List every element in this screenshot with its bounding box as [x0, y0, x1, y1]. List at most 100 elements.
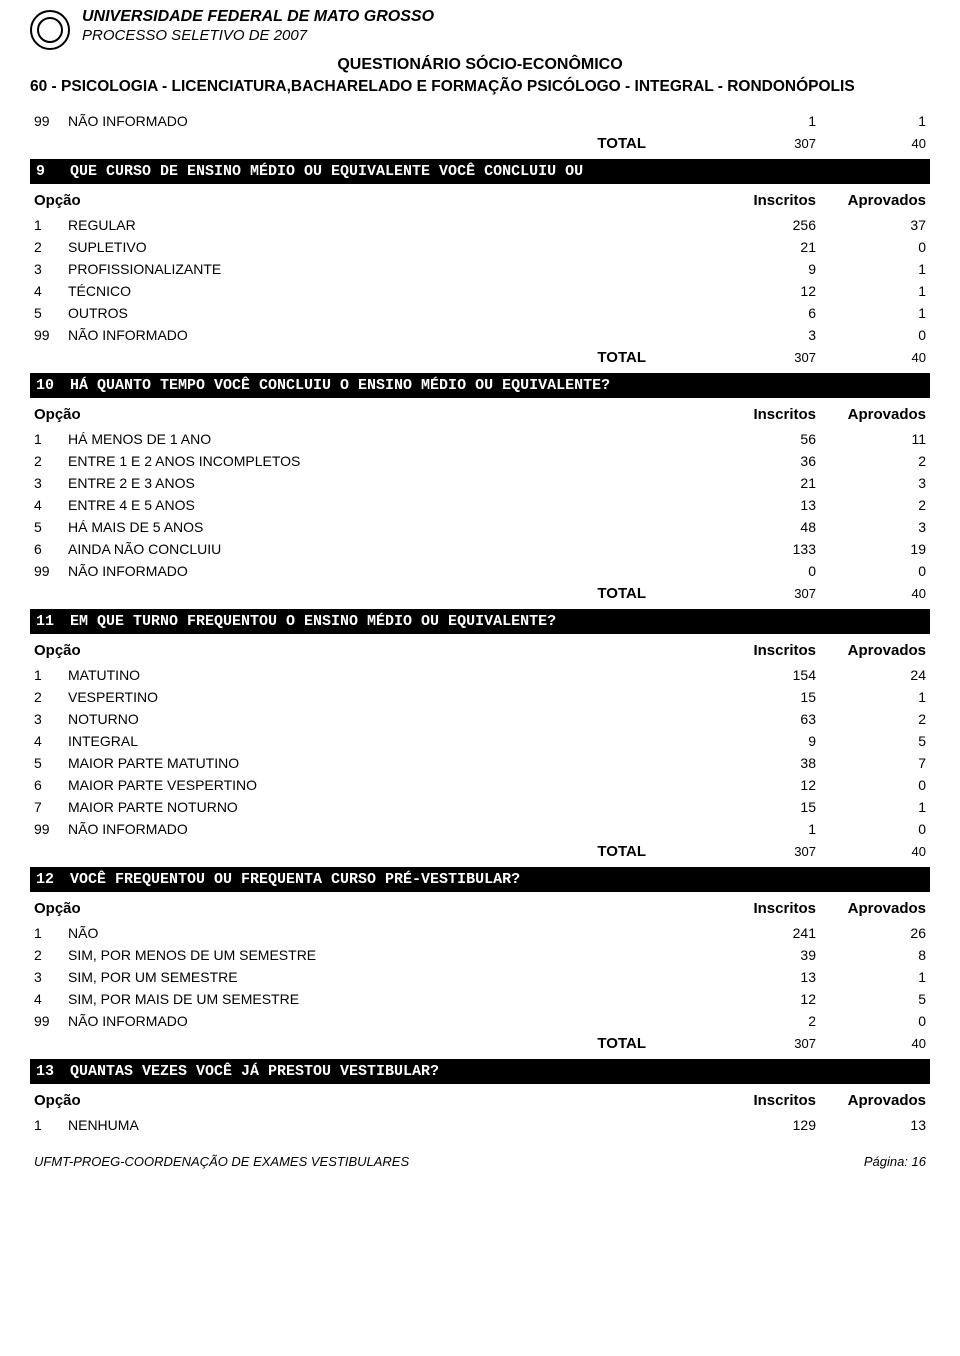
row-label: SIM, POR MENOS DE UM SEMESTRE: [68, 947, 706, 963]
row-label: MAIOR PARTE VESPERTINO: [68, 777, 706, 793]
row-aprovados: 0: [816, 1013, 926, 1029]
row-aprovados: 1: [816, 261, 926, 277]
row-aprovados: 7: [816, 755, 926, 771]
university-name: UNIVERSIDADE FEDERAL DE MATO GROSSO: [82, 8, 930, 26]
row-inscritos: 0: [706, 563, 816, 579]
column-header-row: OpçãoInscritosAprovados: [30, 640, 930, 664]
question-text: QUE CURSO DE ENSINO MÉDIO OU EQUIVALENTE…: [70, 163, 924, 180]
row-inscritos: 21: [706, 239, 816, 255]
table-row: 5HÁ MAIS DE 5 ANOS483: [30, 516, 930, 538]
row-code: 99: [34, 113, 68, 129]
row-code: 2: [34, 239, 68, 255]
table-row: 99NÃO INFORMADO30: [30, 324, 930, 346]
row-aprovados: 8: [816, 947, 926, 963]
row-label: NÃO: [68, 925, 706, 941]
row-label: SIM, POR UM SEMESTRE: [68, 969, 706, 985]
question-text: VOCÊ FREQUENTOU OU FREQUENTA CURSO PRÉ-V…: [70, 871, 924, 888]
table-row: 4TÉCNICO121: [30, 280, 930, 302]
col-header-aprovados: Aprovados: [816, 1092, 926, 1109]
row-inscritos: 1: [706, 113, 816, 129]
table-row: 2ENTRE 1 E 2 ANOS INCOMPLETOS362: [30, 450, 930, 472]
row-inscritos: 13: [706, 969, 816, 985]
col-header-inscritos: Inscritos: [706, 192, 816, 209]
table-row: 1HÁ MENOS DE 1 ANO5611: [30, 428, 930, 450]
question-number: 13: [36, 1063, 70, 1080]
total-row: TOTAL30740: [30, 132, 930, 155]
row-inscritos: 154: [706, 667, 816, 683]
row-label: NOTURNO: [68, 711, 706, 727]
table-row: 1MATUTINO15424: [30, 664, 930, 686]
row-aprovados: 1: [816, 283, 926, 299]
row-aprovados: 0: [816, 563, 926, 579]
col-header-option: Opção: [34, 406, 68, 423]
row-aprovados: 37: [816, 217, 926, 233]
page-footer: UFMT-PROEG-COORDENAÇÃO DE EXAMES VESTIBU…: [30, 1154, 930, 1169]
table-row: 1NÃO24126: [30, 922, 930, 944]
row-aprovados: 1: [816, 799, 926, 815]
table-row: 2SIM, POR MENOS DE UM SEMESTRE398: [30, 944, 930, 966]
row-code: 99: [34, 821, 68, 837]
col-header-inscritos: Inscritos: [706, 1092, 816, 1109]
table-row: 99NÃO INFORMADO10: [30, 818, 930, 840]
row-inscritos: 21: [706, 475, 816, 491]
row-code: 6: [34, 541, 68, 557]
total-inscritos: 307: [706, 586, 816, 601]
column-header-row: OpçãoInscritosAprovados: [30, 404, 930, 428]
row-code: 5: [34, 305, 68, 321]
table-row: 3PROFISSIONALIZANTE91: [30, 258, 930, 280]
row-code: 1: [34, 217, 68, 233]
row-inscritos: 3: [706, 327, 816, 343]
total-inscritos: 307: [706, 844, 816, 859]
question-text: QUANTAS VEZES VOCÊ JÁ PRESTOU VESTIBULAR…: [70, 1063, 924, 1080]
row-inscritos: 133: [706, 541, 816, 557]
row-code: 99: [34, 1013, 68, 1029]
total-row: TOTAL30740: [30, 840, 930, 863]
university-logo-icon: [30, 10, 70, 50]
total-label: TOTAL: [34, 349, 706, 366]
row-inscritos: 6: [706, 305, 816, 321]
row-label: NÃO INFORMADO: [68, 113, 706, 129]
row-aprovados: 5: [816, 991, 926, 1007]
col-header-inscritos: Inscritos: [706, 900, 816, 917]
table-row: 6MAIOR PARTE VESPERTINO120: [30, 774, 930, 796]
table-row: 4SIM, POR MAIS DE UM SEMESTRE125: [30, 988, 930, 1010]
row-code: 3: [34, 969, 68, 985]
footer-right: Página: 16: [864, 1154, 926, 1169]
row-aprovados: 1: [816, 113, 926, 129]
row-inscritos: 56: [706, 431, 816, 447]
col-header-aprovados: Aprovados: [816, 192, 926, 209]
row-label: ENTRE 2 E 3 ANOS: [68, 475, 706, 491]
row-inscritos: 9: [706, 261, 816, 277]
row-inscritos: 2: [706, 1013, 816, 1029]
row-code: 2: [34, 689, 68, 705]
row-aprovados: 1: [816, 969, 926, 985]
row-label: HÁ MENOS DE 1 ANO: [68, 431, 706, 447]
col-header-option: Opção: [34, 192, 68, 209]
university-logo-inner-icon: [37, 17, 63, 43]
row-aprovados: 19: [816, 541, 926, 557]
row-label: OUTROS: [68, 305, 706, 321]
row-label: SIM, POR MAIS DE UM SEMESTRE: [68, 991, 706, 1007]
question-text: EM QUE TURNO FREQUENTOU O ENSINO MÉDIO O…: [70, 613, 924, 630]
table-row: 3SIM, POR UM SEMESTRE131: [30, 966, 930, 988]
row-inscritos: 48: [706, 519, 816, 535]
row-inscritos: 13: [706, 497, 816, 513]
question-bar: 10HÁ QUANTO TEMPO VOCÊ CONCLUIU O ENSINO…: [30, 373, 930, 398]
table-row: 2VESPERTINO151: [30, 686, 930, 708]
row-aprovados: 3: [816, 475, 926, 491]
row-label: AINDA NÃO CONCLUIU: [68, 541, 706, 557]
header-text-block: UNIVERSIDADE FEDERAL DE MATO GROSSO PROC…: [82, 8, 930, 48]
total-row: TOTAL30740: [30, 346, 930, 369]
row-inscritos: 256: [706, 217, 816, 233]
total-aprovados: 40: [816, 1036, 926, 1051]
total-aprovados: 40: [816, 136, 926, 151]
row-label: NÃO INFORMADO: [68, 327, 706, 343]
table-row: 1NENHUMA12913: [30, 1114, 930, 1136]
row-inscritos: 15: [706, 799, 816, 815]
row-aprovados: 2: [816, 453, 926, 469]
row-label: HÁ MAIS DE 5 ANOS: [68, 519, 706, 535]
row-label: SUPLETIVO: [68, 239, 706, 255]
row-aprovados: 11: [816, 431, 926, 447]
table-row: 99NÃO INFORMADO11: [30, 110, 930, 132]
question-number: 10: [36, 377, 70, 394]
